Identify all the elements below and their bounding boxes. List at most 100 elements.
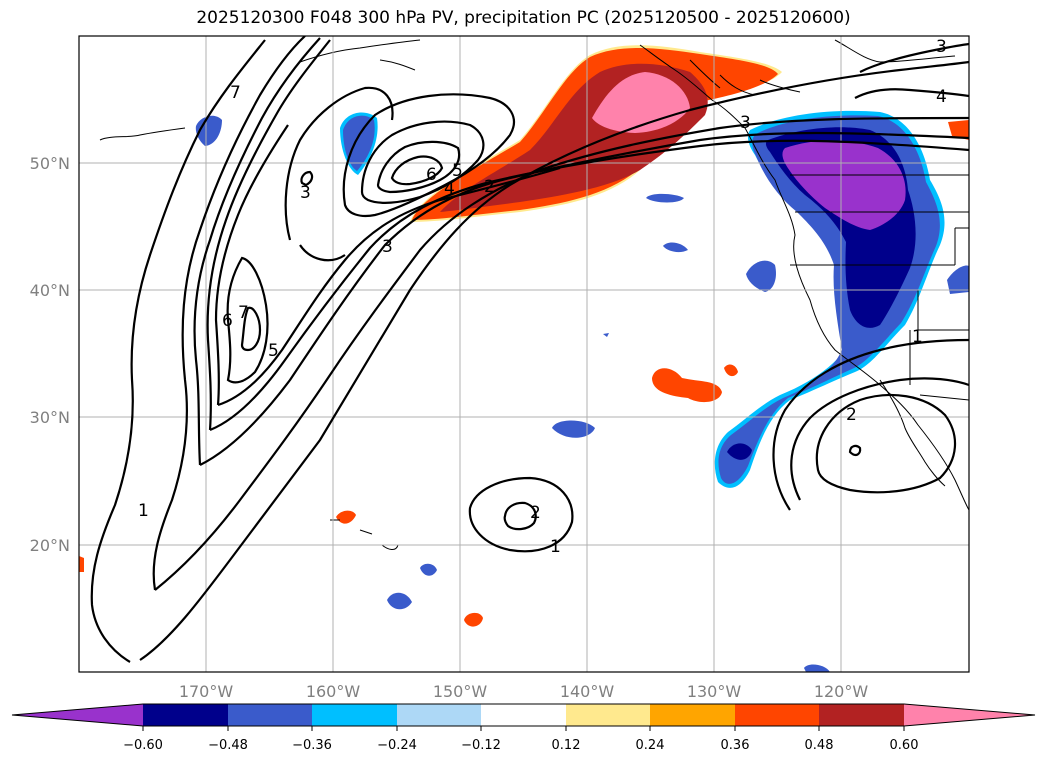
colorbar-tick-label: 0.60 <box>890 738 919 753</box>
precip-pos-hawaii <box>336 510 356 524</box>
contour-label: 6 <box>426 165 437 185</box>
precip-neg-a <box>646 193 684 203</box>
contour-3-small <box>300 170 314 187</box>
colorbar-tick-label: 0.24 <box>636 738 665 753</box>
contour-label: 2 <box>846 405 857 425</box>
precip-neg-d <box>947 265 969 294</box>
contour-3-west <box>193 37 321 466</box>
contour-6-west <box>226 256 269 384</box>
contour-label: 7 <box>238 303 249 323</box>
lat-label: 20°N <box>30 536 70 555</box>
precip-neg-b <box>663 242 688 253</box>
contour-label: 2 <box>530 503 541 523</box>
contour-label: 3 <box>740 113 751 133</box>
precip-pos-west <box>79 556 84 572</box>
contour-label: 6 <box>222 311 233 331</box>
precip-neg-f <box>387 592 412 610</box>
contour-2-west <box>152 36 306 591</box>
contour-label: 3 <box>382 237 393 257</box>
lon-label: 150°W <box>433 682 488 701</box>
positive-precip-anomaly <box>79 45 969 627</box>
colorbar: −0.60 −0.48 −0.36 −0.24 −0.12 0.12 0.24 … <box>11 703 1036 753</box>
contour-label: 4 <box>936 87 947 107</box>
colorbar-tick-label: −0.60 <box>123 738 163 753</box>
contour-1-se <box>772 338 969 511</box>
contour-2-se <box>815 393 957 494</box>
precip-neg-c <box>746 260 776 292</box>
contour-label: 5 <box>452 161 463 181</box>
colorbar-segment <box>397 704 481 726</box>
colorbar-segment <box>650 704 735 726</box>
colorbar-tick-label: −0.24 <box>377 738 417 753</box>
lon-label: 120°W <box>814 682 869 701</box>
colorbar-segment <box>481 704 566 726</box>
contour-1-inner <box>139 60 969 661</box>
contour-2-inner <box>154 116 969 591</box>
contour-label: 4 <box>444 179 455 199</box>
lon-label: 160°W <box>306 682 361 701</box>
colorbar-tick-label: −0.48 <box>208 738 248 753</box>
contour-3-north-ring <box>342 93 516 218</box>
contour-labels: 1 1 1 2 2 2 3 3 3 3 4 4 5 5 6 6 7 7 <box>138 37 947 557</box>
colorbar-tick-label: −0.36 <box>292 738 332 753</box>
contour-3-ne <box>859 42 969 73</box>
precip-neg-north1-inner <box>343 115 375 171</box>
contour-label: 2 <box>484 177 495 197</box>
contour-3-north-low <box>284 86 394 262</box>
precip-pos-mid <box>652 368 722 403</box>
colorbar-tick-label: −0.12 <box>461 738 501 753</box>
lon-label: 170°W <box>179 682 234 701</box>
colorbar-segment <box>228 704 312 726</box>
lat-label: 50°N <box>30 154 70 173</box>
colorbar-extend-left <box>12 704 143 726</box>
precip-neg-navy-south <box>727 443 752 460</box>
precip-neg-g <box>420 563 437 576</box>
colorbar-tick-label: 0.36 <box>721 738 750 753</box>
contour-label: 3 <box>936 37 947 57</box>
coastlines <box>99 39 969 550</box>
contour-4-ne <box>854 88 969 99</box>
contour-1-west <box>90 39 266 663</box>
contour-4-north-ring <box>360 120 485 204</box>
lon-label: 140°W <box>560 682 615 701</box>
colorbar-segment <box>312 704 397 726</box>
map-title: 2025120300 F048 300 hPa PV, precipitatio… <box>196 8 851 28</box>
contour-label: 1 <box>550 537 561 557</box>
contour-label: 1 <box>138 501 149 521</box>
precip-neg-i <box>804 664 830 672</box>
colorbar-extend-right <box>904 704 1035 726</box>
contour-label: 1 <box>912 327 923 347</box>
precip-pos-small1 <box>724 364 738 377</box>
precip-pos-east <box>948 120 969 140</box>
pv-contours <box>90 36 969 663</box>
longitude-labels: 170°W 160°W 150°W 140°W 130°W 120°W <box>179 682 869 701</box>
contour-5-west <box>214 124 289 406</box>
contour-label: 7 <box>230 83 241 103</box>
contour-2-se-small <box>848 444 862 457</box>
contour-1-south <box>468 476 574 553</box>
contour-6-north-ring <box>390 155 444 186</box>
contour-label: 3 <box>300 183 311 203</box>
precip-pos-south <box>464 612 483 627</box>
contour-3-inner <box>199 131 969 466</box>
lat-label: 30°N <box>30 408 70 427</box>
map-area: 1 1 1 2 2 2 3 3 3 3 4 4 5 5 6 6 7 7 <box>79 36 969 672</box>
colorbar-segment <box>735 704 819 726</box>
colorbar-segment <box>819 704 904 726</box>
map-frame <box>78 35 970 673</box>
contour-5-inner <box>217 166 561 407</box>
colorbar-segment <box>566 704 650 726</box>
contour-7-west <box>240 306 262 352</box>
contour-4-inner <box>209 139 969 432</box>
precip-neg-h <box>603 333 609 337</box>
lon-label: 130°W <box>687 682 742 701</box>
lat-label: 40°N <box>30 281 70 300</box>
contour-2-south <box>503 501 537 531</box>
latitude-labels: 50°N 40°N 30°N 20°N <box>30 154 70 555</box>
contour-label: 5 <box>268 341 279 361</box>
colorbar-tick-label: 0.12 <box>552 738 581 753</box>
contour-5-north-ring <box>376 140 461 194</box>
precip-neg-nw <box>195 115 222 146</box>
gridlines <box>79 36 969 672</box>
